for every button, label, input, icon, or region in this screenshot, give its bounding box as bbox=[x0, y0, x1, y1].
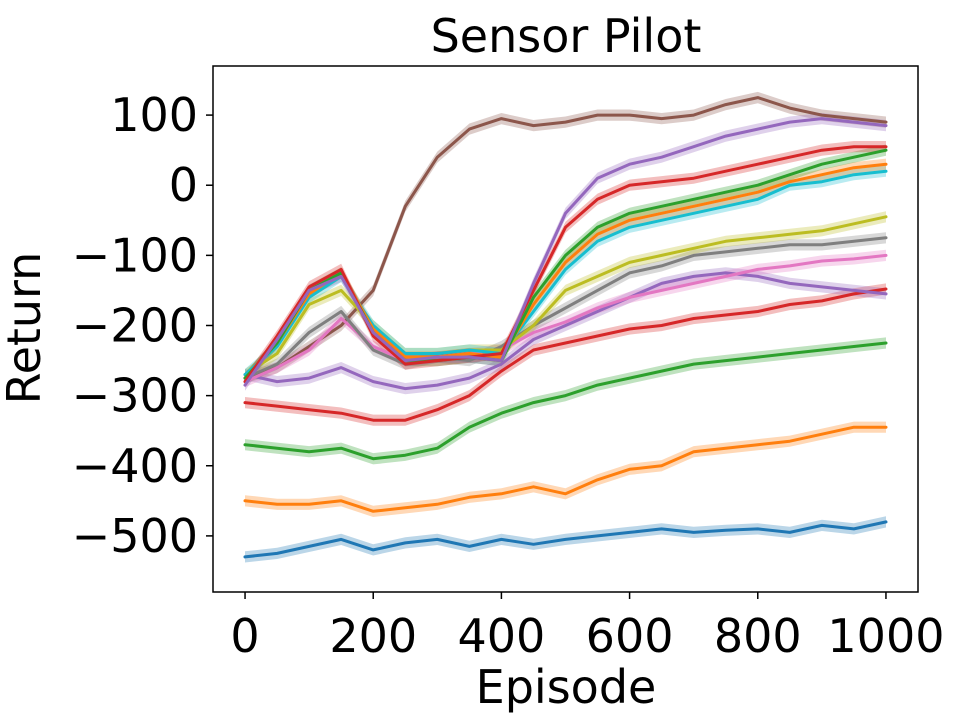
y-tick-label: −400 bbox=[72, 439, 198, 493]
series-3-line bbox=[243, 341, 888, 461]
y-tick-label: −200 bbox=[72, 298, 198, 352]
series-5-line bbox=[243, 271, 888, 391]
y-tick-label: 100 bbox=[110, 88, 198, 142]
x-axis-label: Episode bbox=[476, 660, 657, 714]
series-12-band bbox=[245, 144, 886, 384]
series-2-line bbox=[243, 425, 888, 513]
y-tick-label: −100 bbox=[72, 228, 198, 282]
series-6-line bbox=[243, 96, 888, 380]
y-axis-label: Return bbox=[0, 252, 51, 405]
chart-title: Sensor Pilot bbox=[431, 9, 702, 63]
x-tick-label: 0 bbox=[230, 609, 259, 663]
series-7-band bbox=[245, 249, 886, 388]
y-tick-label: −500 bbox=[72, 509, 198, 563]
x-tick-label: 800 bbox=[714, 609, 802, 663]
series-2-band bbox=[245, 421, 886, 517]
series-9-line bbox=[243, 215, 888, 377]
series-14-line bbox=[243, 117, 888, 387]
series-7-line bbox=[243, 253, 888, 384]
series-3-band bbox=[245, 337, 886, 465]
x-tick-label: 200 bbox=[329, 609, 417, 663]
y-axis-ticks: −500 −400 −300 −200 −100 0 100 bbox=[72, 88, 213, 563]
series-4-band bbox=[245, 283, 886, 426]
x-tick-label: 1000 bbox=[827, 609, 944, 663]
y-tick-label: −300 bbox=[72, 369, 198, 423]
x-tick-label: 400 bbox=[458, 609, 546, 663]
y-tick-label: 0 bbox=[169, 158, 198, 212]
series-8-line bbox=[243, 236, 888, 380]
series-10-band bbox=[245, 165, 886, 381]
series-4-line bbox=[243, 287, 888, 422]
series-lines bbox=[243, 96, 888, 559]
series-13-line bbox=[243, 145, 888, 384]
plot-frame bbox=[212, 65, 919, 593]
series-9-band bbox=[245, 211, 886, 381]
x-tick-label: 600 bbox=[586, 609, 674, 663]
series-1-line bbox=[243, 520, 888, 559]
x-axis-ticks: 0 200 400 600 800 1000 bbox=[230, 592, 944, 663]
series-5-band bbox=[245, 267, 886, 395]
